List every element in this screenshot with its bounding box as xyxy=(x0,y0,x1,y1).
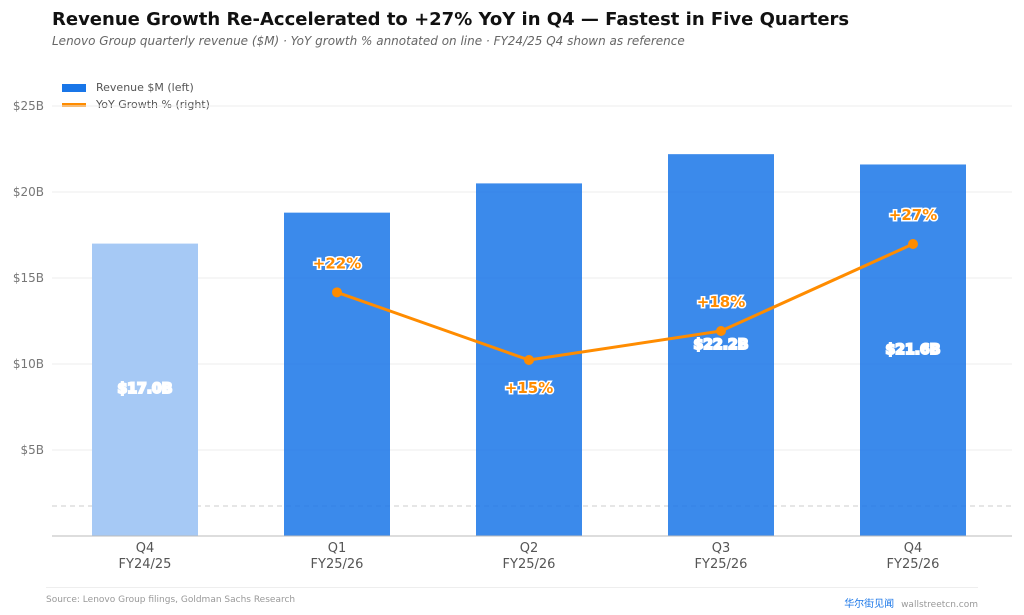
growth-point xyxy=(716,326,726,336)
growth-line xyxy=(336,242,914,362)
chart-title: Revenue Growth Re-Accelerated to +27% Yo… xyxy=(52,9,850,30)
x-tick-quarter: Q4 xyxy=(904,541,923,556)
chart-subtitle: Lenovo Group quarterly revenue ($M) · Yo… xyxy=(52,34,685,48)
growth-point xyxy=(908,239,918,249)
growth-value-label: +15% xyxy=(505,379,553,397)
legend-label-revenue: Revenue $M (left) xyxy=(96,81,194,94)
x-tick-quarter: Q3 xyxy=(712,541,731,556)
y-tick-label: $10B xyxy=(13,357,44,371)
revenue-bar xyxy=(860,164,966,537)
y-tick-label: $15B xyxy=(13,271,44,285)
legend-label-growth: YoY Growth % (right) xyxy=(96,98,210,111)
legend-swatch-bar xyxy=(62,83,86,92)
brand-credit: 华尔街见闻 wallstreetcn.com xyxy=(844,595,978,610)
y-tick-label: $20B xyxy=(13,185,44,199)
footer-divider xyxy=(46,587,978,588)
y-tick-label: $5B xyxy=(20,443,44,457)
brand-name: 华尔街见闻 xyxy=(844,599,895,610)
growth-value-label: +27% xyxy=(889,206,937,224)
x-tick-quarter: Q1 xyxy=(328,541,347,556)
bar-value-label: $21.6B xyxy=(886,342,941,358)
legend: Revenue $M (left) YoY Growth % (right) xyxy=(62,79,210,113)
x-tick-fiscal-year: FY25/26 xyxy=(503,557,556,572)
x-tick-quarter: Q2 xyxy=(520,541,539,556)
legend-swatch-line xyxy=(62,102,86,107)
growth-point xyxy=(332,287,342,298)
x-tick-fiscal-year: FY25/26 xyxy=(887,557,940,572)
bar-value-label: $17.0B xyxy=(118,381,173,397)
revenue-growth-chart: $5B$10B$15B$20B$25BQ4FY24/25Q1FY25/26Q2F… xyxy=(13,99,1012,572)
revenue-bar xyxy=(284,212,390,536)
x-tick-fiscal-year: FY25/26 xyxy=(695,557,748,572)
legend-item-growth: YoY Growth % (right) xyxy=(62,96,210,113)
x-tick-fiscal-year: FY25/26 xyxy=(311,557,364,572)
revenue-bar xyxy=(92,243,198,536)
brand-site: wallstreetcn.com xyxy=(901,600,978,610)
revenue-bar xyxy=(668,154,774,536)
growth-value-label: +22% xyxy=(313,254,361,272)
y-tick-label: $25B xyxy=(13,99,44,113)
growth-value-label: +18% xyxy=(697,293,745,311)
growth-point xyxy=(524,355,534,365)
bar-value-label: $22.2B xyxy=(694,337,749,353)
x-tick-fiscal-year: FY24/25 xyxy=(119,557,172,572)
legend-item-revenue: Revenue $M (left) xyxy=(62,79,210,96)
x-tick-quarter: Q4 xyxy=(136,541,155,556)
source-note: Source: Lenovo Group filings, Goldman Sa… xyxy=(46,595,296,605)
